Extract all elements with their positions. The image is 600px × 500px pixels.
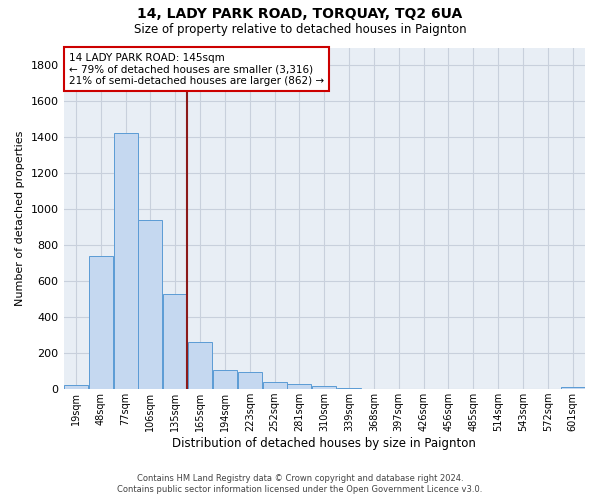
Bar — [139, 220, 163, 389]
Text: Size of property relative to detached houses in Paignton: Size of property relative to detached ho… — [134, 22, 466, 36]
Bar — [337, 388, 361, 389]
Text: 14, LADY PARK ROAD, TORQUAY, TQ2 6UA: 14, LADY PARK ROAD, TORQUAY, TQ2 6UA — [137, 8, 463, 22]
Text: Contains HM Land Registry data © Crown copyright and database right 2024.
Contai: Contains HM Land Registry data © Crown c… — [118, 474, 482, 494]
Bar — [188, 342, 212, 389]
Bar — [64, 385, 88, 389]
Bar — [89, 256, 113, 389]
Bar — [213, 370, 237, 389]
Bar — [238, 372, 262, 389]
Bar — [560, 387, 584, 389]
Bar — [312, 386, 337, 389]
Bar — [163, 294, 187, 389]
Bar — [113, 134, 137, 389]
X-axis label: Distribution of detached houses by size in Paignton: Distribution of detached houses by size … — [172, 437, 476, 450]
Bar — [263, 382, 287, 389]
Bar — [287, 384, 311, 389]
Text: 14 LADY PARK ROAD: 145sqm
← 79% of detached houses are smaller (3,316)
21% of se: 14 LADY PARK ROAD: 145sqm ← 79% of detac… — [69, 52, 324, 86]
Y-axis label: Number of detached properties: Number of detached properties — [15, 130, 25, 306]
